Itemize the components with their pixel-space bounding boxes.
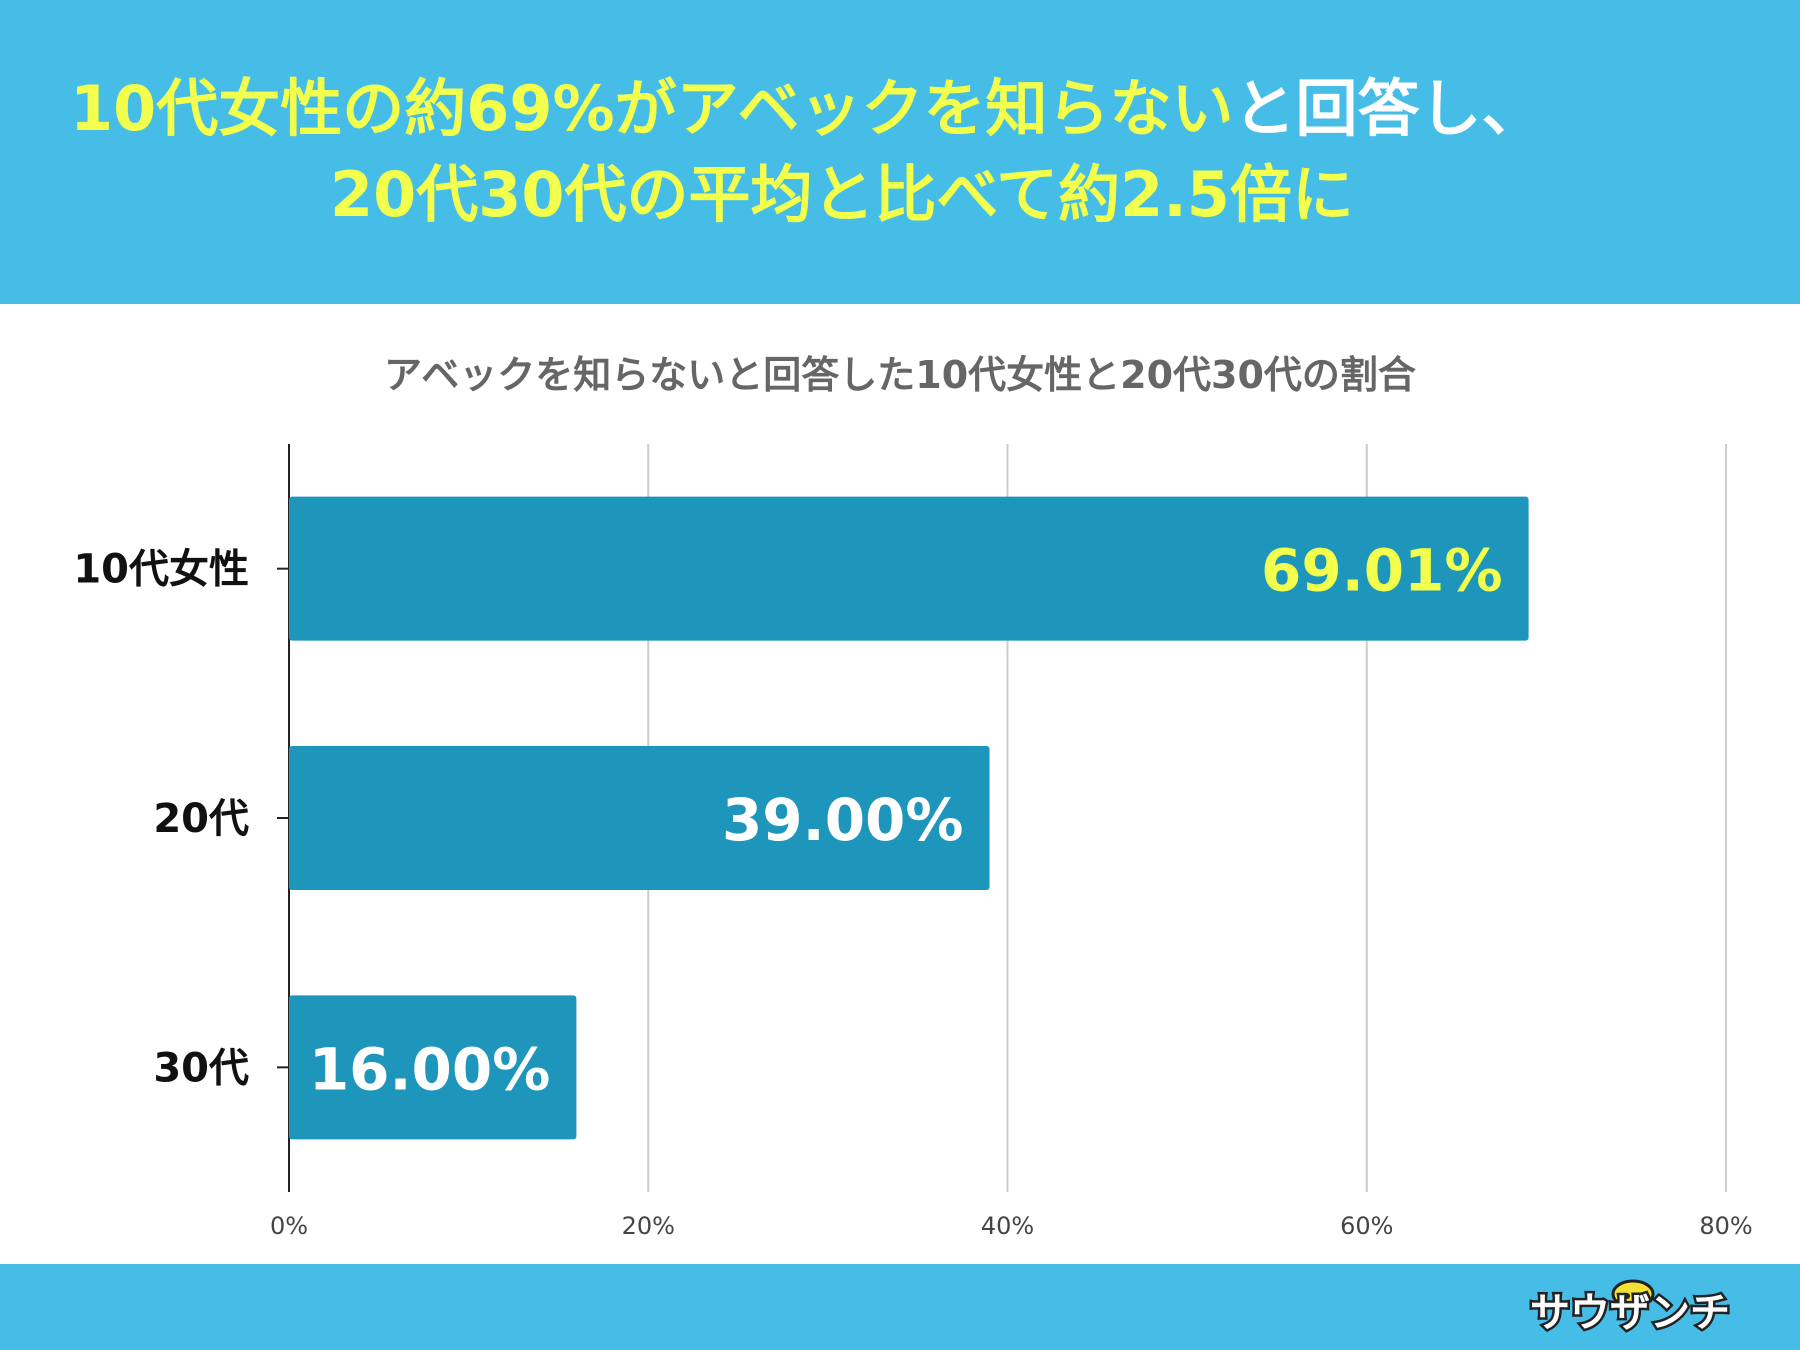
footer-banner <box>0 1264 1800 1350</box>
bar <box>289 746 990 890</box>
brand-logo: サウザンチ <box>1528 1279 1733 1339</box>
data-label: 69.01% <box>1261 537 1503 605</box>
helmet-icon <box>1611 1279 1655 1309</box>
headline-line-1: 10代女性の約69%がアベックを知らないと回答し、 <box>70 78 1543 140</box>
chart-title: アベックを知らないと回答した10代女性と20代30代の割合 <box>384 353 1416 397</box>
x-tick-label: 80% <box>1699 1212 1752 1240</box>
x-tick-label: 20% <box>622 1212 675 1240</box>
headline-highlight: 10代女性の約69%がアベックを知らない <box>70 72 1234 145</box>
bar-chart: 0% 20% 40% 60% 80% 10代女性 69.01% 20代 39.00% 30代 16.… <box>73 444 1753 1240</box>
data-label: 16.00% <box>309 1035 551 1103</box>
category-label: 20代 <box>153 796 249 842</box>
headline-rest: と回答し、 <box>1233 72 1544 145</box>
x-tick-label: 40% <box>981 1212 1034 1240</box>
header-banner <box>0 0 1800 304</box>
category-label: 30代 <box>153 1045 249 1091</box>
bar <box>289 496 1529 641</box>
data-label: 39.00% <box>722 786 964 854</box>
category-label: 10代女性 <box>73 547 249 593</box>
headline-line-2: 20代30代の平均と比べて約2.5倍に <box>330 158 1354 231</box>
x-tick-label: 60% <box>1340 1212 1393 1240</box>
x-tick-label: 0% <box>270 1212 308 1240</box>
bar <box>289 995 577 1140</box>
logo-text: サウザンチ <box>1530 1290 1730 1336</box>
